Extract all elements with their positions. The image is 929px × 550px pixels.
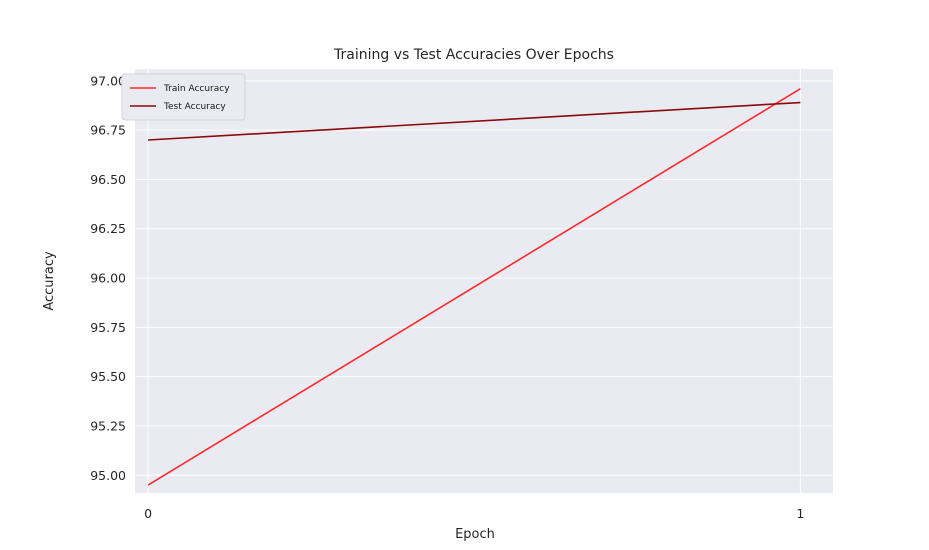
y-tick-labels: 95.00 95.25 95.50 95.75 96.00 96.25 96.50 96.75… — [90, 73, 126, 482]
y-tick-label: 96.25 — [90, 221, 126, 236]
train-accuracy-line — [147, 88, 801, 486]
series-lines — [147, 88, 801, 486]
chart-title: Training vs Test Accuracies Over Epochs — [333, 47, 614, 63]
y-tick-label: 96.00 — [90, 271, 126, 286]
y-tick-label: 95.00 — [90, 468, 126, 483]
x-axis-label: Epoch — [455, 527, 495, 542]
legend-train-label: Train Accuracy — [163, 84, 230, 94]
y-tick-label: 95.25 — [90, 418, 126, 433]
x-tick-label: 1 — [796, 506, 804, 521]
x-tick-label: 0 — [144, 506, 152, 521]
legend: Train Accuracy Test Accuracy — [121, 73, 246, 121]
y-tick-label: 96.75 — [90, 123, 126, 138]
test-accuracy-line — [148, 101, 801, 141]
legend-box — [121, 73, 246, 121]
y-axis-label: Accuracy — [42, 251, 57, 311]
y-tick-label: 95.50 — [90, 369, 126, 384]
grid-lines — [135, 69, 833, 493]
y-tick-label: 96.50 — [90, 172, 126, 187]
legend-test-label: Test Accuracy — [163, 102, 226, 112]
y-tick-label: 97.00 — [90, 73, 126, 88]
y-tick-label: 95.75 — [90, 320, 126, 335]
